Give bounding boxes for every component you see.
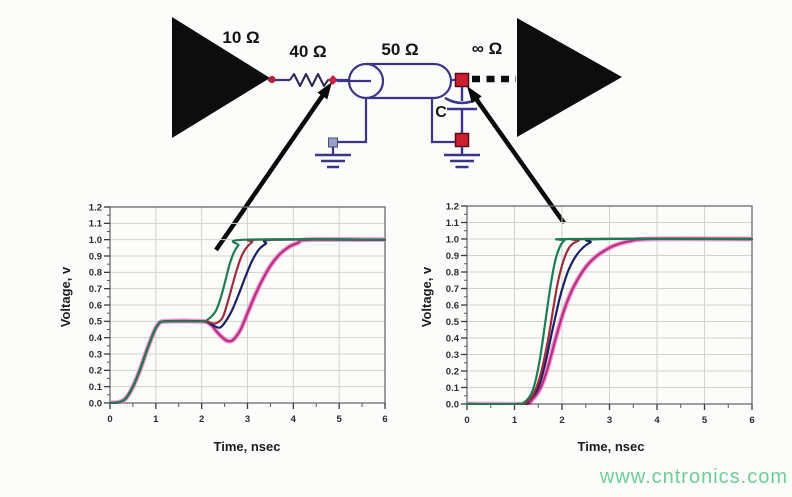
y-axis-title: Voltage, v [58,266,73,327]
x-axis-title: Time, nsec [578,439,645,454]
series-curves [109,237,386,404]
y-tick-label: 0.8 [89,268,102,279]
x-tick-label: 2 [559,415,564,426]
y-tick-label: 0.0 [446,399,459,410]
y-tick-label: 0.2 [89,366,102,377]
receiver-impedance-label: ∞ Ω [472,39,502,58]
y-tick-label: 0.3 [446,350,459,361]
x-tick-label: 3 [245,414,250,425]
y-tick-label: 1.0 [89,235,102,246]
y-tick-label: 0.6 [446,300,459,311]
x-tick-label: 1 [512,415,518,426]
x-tick-label: 4 [291,414,297,425]
y-tick-label: 1.1 [446,218,460,229]
y-tick-label: 0.3 [89,349,102,360]
y-tick-label: 1.2 [446,201,459,212]
y-tick-label: 0.5 [89,317,103,328]
y-tick-label: 1.0 [446,234,459,245]
x-tick-label: 4 [654,415,660,426]
y-tick-label: 0.8 [446,267,459,278]
right-annotation-arrowhead-icon [467,86,482,104]
annotation-arrows [214,82,566,252]
x-axis: 0 1 2 3 4 5 6 [107,403,388,425]
x-tick-label: 0 [107,414,112,425]
y-axis-title: Voltage, v [419,266,434,327]
x-tick-label: 3 [607,415,612,426]
charts-layer: 1.2 1.1 1.0 0.9 0.8 0.7 0.6 0.5 0.4 0.3 0.2 0.1 0.0 0… [58,201,755,454]
green-curve [109,238,386,404]
node-left-ground [328,137,338,148]
x-tick-label: 5 [337,414,343,425]
series-resistor [289,73,334,87]
y-axis: 1.2 1.1 1.0 0.9 0.8 0.7 0.6 0.5 0.4 0.3 0.2 0.1 0.0 [89,202,110,409]
receiver-buffer-icon [517,18,622,137]
series-curves [466,236,753,405]
y-tick-label: 0.9 [89,251,102,262]
series-resistor-label: 40 Ω [289,42,326,61]
grid-lines [467,206,752,404]
y-tick-label: 1.1 [89,219,103,230]
driver-impedance-label: 10 Ω [222,28,259,47]
x-axis: 0 1 2 3 4 5 6 [464,404,755,426]
y-tick-label: 0.1 [446,383,460,394]
left-annotation-arrow-shaft [214,88,329,252]
y-tick-label: 0.7 [89,284,102,295]
x-axis-title: Time, nsec [214,439,281,454]
x-tick-label: 2 [199,414,204,425]
y-tick-label: 0.2 [446,366,459,377]
right-annotation-arrow-shaft [470,92,566,225]
node-receiver [454,72,470,88]
x-tick-label: 1 [153,414,159,425]
y-tick-label: 0.4 [89,333,103,344]
green-curve [466,237,753,405]
node-cap-ground [454,132,470,148]
right-voltage-chart: 1.2 1.1 1.0 0.9 0.8 0.7 0.6 0.5 0.4 0.3 0.2 0.1 0.0 0… [419,201,755,454]
y-tick-label: 0.9 [446,251,459,262]
x-tick-label: 5 [702,415,708,426]
x-tick-label: 0 [464,415,469,426]
red-curve [466,237,753,405]
x-tick-label: 6 [382,414,387,425]
x-tick-label: 6 [749,415,754,426]
grid-lines [110,207,385,403]
y-tick-label: 0.5 [446,317,460,328]
y-tick-label: 0.7 [446,284,459,295]
y-tick-label: 0.1 [89,382,103,393]
ground-symbol-right [444,153,480,169]
circuit-diagram: 10 Ω 40 Ω 50 Ω ∞ Ω C [172,17,622,169]
ground-symbol-left [315,153,351,169]
capacitor-label: C [435,104,447,121]
left-annotation-arrowhead-icon [317,82,332,100]
wire-line-return-right [430,98,455,144]
y-axis: 1.2 1.1 1.0 0.9 0.8 0.7 0.6 0.5 0.4 0.3 0.2 0.1 0.0 [446,201,467,410]
magenta-curve [466,237,753,405]
node-driver-output [268,75,276,84]
left-voltage-chart: 1.2 1.1 1.0 0.9 0.8 0.7 0.6 0.5 0.4 0.3 0.2 0.1 0.0 0… [58,202,388,454]
driver-buffer-icon [172,17,270,138]
y-tick-label: 0.6 [89,300,102,311]
wire-line-return-left [338,98,368,144]
y-tick-label: 0.0 [89,398,102,409]
watermark: www.cntronics.com [599,466,788,488]
y-tick-label: 0.4 [446,333,460,344]
y-tick-label: 1.2 [89,202,102,213]
line-impedance-label: 50 Ω [381,40,418,59]
